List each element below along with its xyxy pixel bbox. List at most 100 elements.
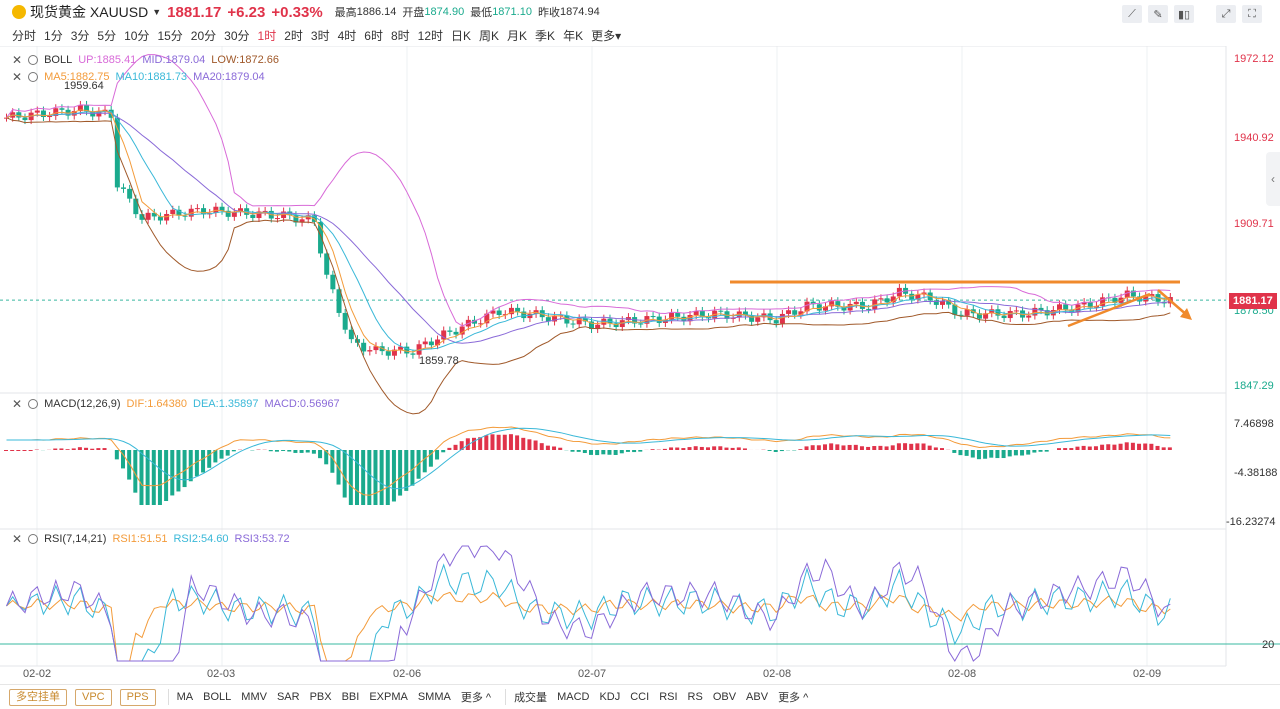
high-annotation: 1959.64 (64, 80, 104, 92)
chevron-left-icon[interactable]: ‹ (1266, 152, 1280, 206)
expand-icon[interactable]: ⤢ (1216, 5, 1236, 23)
candle-body (385, 351, 391, 356)
trend-arrow (1067, 292, 1151, 328)
sub-indicator-button[interactable]: RSI (659, 691, 678, 703)
candle-body (699, 310, 705, 318)
main-indicator-button[interactable]: SAR (276, 691, 300, 703)
period-tab[interactable]: 日K (451, 28, 472, 43)
macd-bar (96, 448, 101, 450)
period-tab[interactable]: 2时 (284, 28, 303, 43)
period-tab[interactable]: 4时 (337, 28, 357, 43)
main-indicator-button[interactable]: SMMA (417, 691, 451, 703)
period-tab[interactable]: 5分 (97, 28, 117, 43)
main-indicator-button[interactable]: PBX (309, 691, 332, 703)
date-label: 02-03 (207, 668, 236, 680)
chevron-down-icon[interactable]: ▼ (152, 7, 162, 17)
macd-bar (662, 448, 667, 450)
macd-bar (859, 446, 864, 450)
period-tab[interactable]: 6时 (364, 28, 383, 43)
macd-bar (773, 450, 778, 452)
sub-indicator-button[interactable]: 更多 ^ (778, 692, 809, 704)
close-icon[interactable]: ✕ (12, 397, 23, 411)
candle-body (884, 298, 890, 303)
main-indicator-button[interactable]: 更多 ^ (460, 692, 492, 704)
sub-indicator-button[interactable]: ABV (746, 691, 769, 703)
period-tab[interactable]: 8时 (390, 28, 410, 43)
boll-low: LOW:1872.66 (211, 54, 279, 66)
macd-bar (613, 450, 618, 455)
symbol-title[interactable]: 现货黄金 XAUUSD (30, 4, 149, 20)
candle-body (964, 309, 970, 316)
price-axis-label: 1847.29 (1234, 380, 1274, 392)
close-icon[interactable]: ✕ (12, 53, 23, 67)
main-indicator-button[interactable]: MA (176, 691, 194, 703)
period-tab[interactable]: 季K (535, 28, 556, 43)
drawing-tool-icon[interactable]: ⟋ (1122, 5, 1142, 23)
period-tab[interactable]: 3时 (310, 28, 330, 43)
candle-body (742, 311, 748, 316)
macd-bar (1020, 450, 1025, 456)
macd-bar (983, 450, 988, 459)
gear-icon[interactable] (28, 399, 39, 409)
period-tab[interactable]: 周K (479, 28, 500, 43)
candle-body (798, 311, 804, 315)
chart-canvas[interactable] (0, 46, 1280, 683)
candle-body (336, 289, 342, 313)
gear-icon[interactable] (28, 55, 39, 65)
period-tab[interactable]: 3分 (70, 28, 90, 43)
macd-bar (410, 450, 415, 486)
sub-indicator-button[interactable]: CCI (630, 691, 650, 703)
candle-body (835, 301, 841, 307)
main-indicator-button[interactable]: BOLL (203, 691, 232, 703)
period-tab[interactable]: 1时 (257, 28, 277, 43)
candle-body (194, 208, 200, 210)
candle-body (361, 342, 367, 352)
overlay-tag-button[interactable]: PPS (119, 688, 156, 706)
period-tab[interactable]: 30分 (224, 28, 250, 43)
macd-bar (367, 450, 372, 505)
candle-body (453, 331, 459, 335)
period-tab[interactable]: 10分 (124, 28, 150, 43)
macd-bar (472, 437, 476, 450)
fullscreen-icon[interactable]: ⛶ (1242, 5, 1262, 23)
period-tab[interactable]: 15分 (157, 28, 183, 43)
main-indicator-button[interactable]: MMV (241, 691, 267, 703)
sub-indicator-button[interactable]: OBV (712, 691, 737, 703)
candle-body (318, 221, 324, 254)
candle-body (53, 108, 59, 116)
candle-style-icon[interactable]: ▮▯ (1174, 5, 1194, 23)
sub-indicator-button[interactable]: 成交量 (514, 692, 548, 704)
close-icon[interactable]: ✕ (12, 70, 23, 84)
gear-icon[interactable] (28, 72, 39, 82)
candle-body (281, 211, 287, 219)
close-icon[interactable]: ✕ (12, 532, 23, 546)
date-label: 02-09 (1133, 668, 1162, 680)
macd-bar (324, 450, 329, 465)
main-indicator-button[interactable]: BBI (341, 691, 360, 703)
overlay-tag-button[interactable]: VPC (75, 688, 112, 706)
sub-indicator-button[interactable]: KDJ (599, 691, 621, 703)
macd-bar (1081, 445, 1086, 450)
period-tab[interactable]: 年K (563, 28, 584, 43)
macd-bar (201, 450, 206, 473)
period-tab[interactable]: 20分 (190, 28, 217, 43)
period-tab[interactable]: 更多▾ (591, 28, 622, 43)
candle-body (219, 206, 225, 211)
period-tab[interactable]: 月K (507, 28, 528, 43)
period-tab[interactable]: 12时 (417, 28, 443, 43)
macd-bar (687, 447, 692, 450)
candle-body (1013, 310, 1019, 312)
rsi-name: RSI(7,14,21) (44, 533, 107, 545)
sub-indicator-button[interactable]: MACD (557, 691, 590, 703)
macd-bar (268, 450, 273, 452)
candle-body (829, 301, 835, 307)
pencil-icon[interactable]: ✎ (1148, 5, 1168, 23)
main-indicator-button[interactable]: EXPMA (369, 691, 408, 703)
candle-body (779, 313, 785, 324)
period-tab[interactable]: 1分 (44, 28, 63, 43)
period-tab[interactable]: 分时 (12, 28, 37, 43)
macd-bar (582, 450, 587, 454)
overlay-tag-button[interactable]: 多空挂单 (9, 688, 67, 706)
sub-indicator-button[interactable]: RS (687, 691, 703, 703)
gear-icon[interactable] (28, 534, 39, 544)
